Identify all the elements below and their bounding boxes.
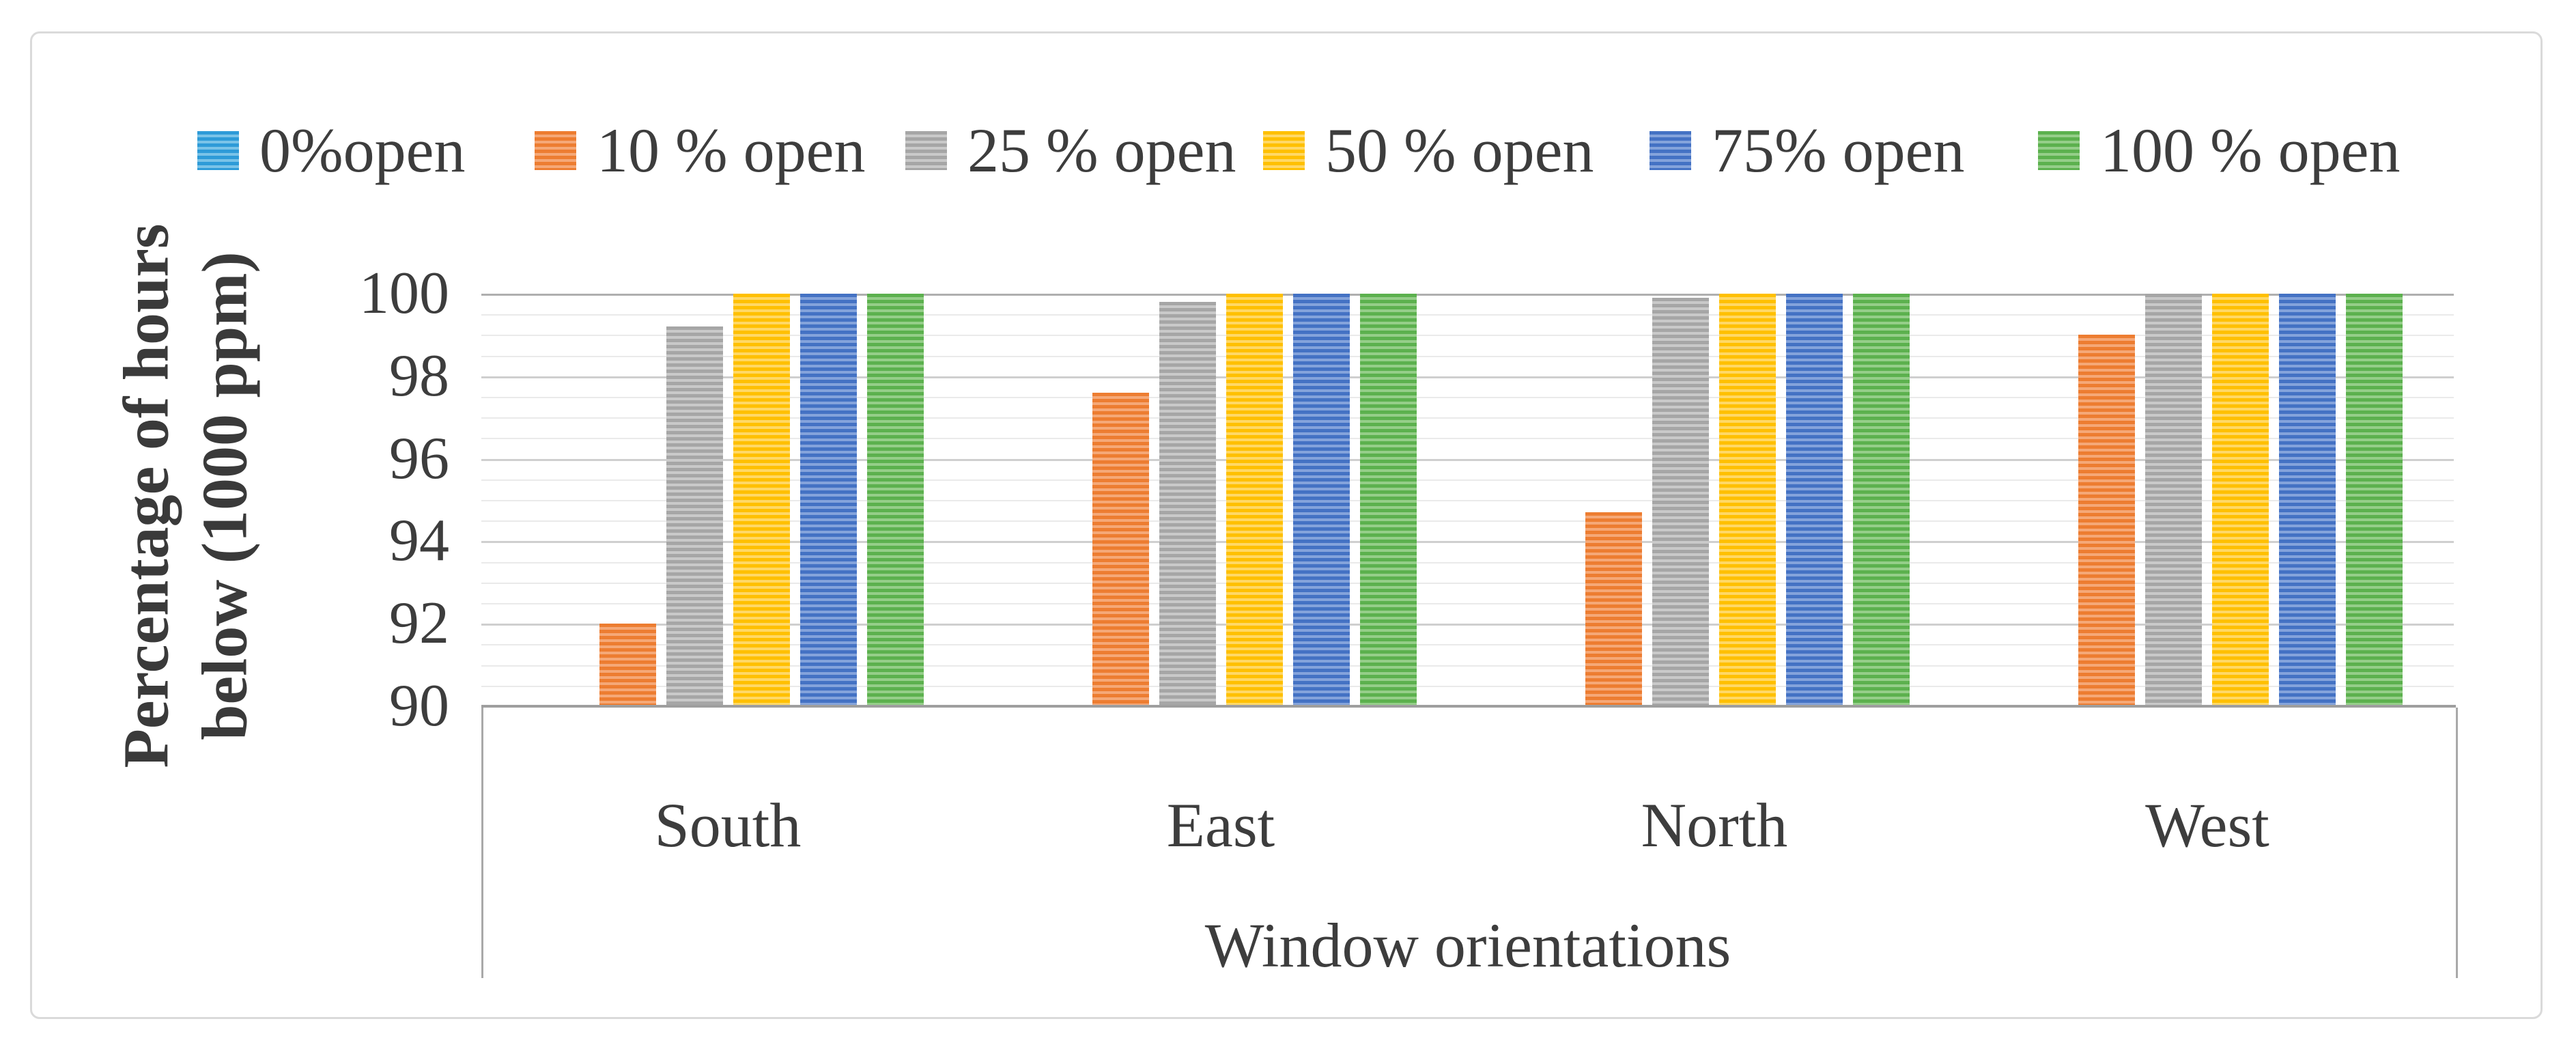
minor-gridline: [481, 665, 2454, 667]
bar-10open-north: [1585, 512, 1642, 706]
bar-100open-east: [1360, 294, 1417, 706]
minor-gridline: [481, 644, 2454, 645]
bar-100open-north: [1853, 294, 1910, 706]
minor-gridline: [481, 356, 2454, 357]
legend-label: 10 % open: [597, 115, 866, 185]
bar-25open-west: [2145, 294, 2202, 706]
plot-area: [481, 294, 2454, 706]
y-axis-tick-label: 94: [389, 507, 449, 574]
major-gridline: [481, 376, 2454, 378]
legend-item: 100 % open: [2038, 109, 2400, 191]
x-axis-title: Window orientations: [1204, 910, 1731, 980]
x-axis-line: [481, 705, 2456, 708]
legend-label: 50 % open: [1325, 115, 1594, 185]
minor-gridline: [481, 520, 2454, 522]
category-label-south: South: [654, 790, 802, 860]
bar-10open-west: [2078, 335, 2135, 706]
minor-gridline: [481, 397, 2454, 398]
y-axis-tick-label: 92: [389, 590, 449, 657]
legend-swatch-icon: [905, 130, 947, 170]
y-axis-tick-label: 100: [359, 260, 449, 326]
major-gridline: [481, 294, 2454, 296]
bar-50open-north: [1719, 294, 1776, 706]
bar-50open-south: [733, 294, 790, 706]
major-gridline: [481, 459, 2454, 461]
minor-gridline: [481, 562, 2454, 563]
bar-100open-west: [2346, 294, 2403, 706]
bar-50open-west: [2212, 294, 2269, 706]
minor-gridline: [481, 686, 2454, 687]
legend-label: 25 % open: [967, 115, 1236, 185]
minor-gridline: [481, 335, 2454, 336]
bar-75open-west: [2279, 294, 2336, 706]
minor-gridline: [481, 438, 2454, 439]
legend-label: 75% open: [1712, 115, 1965, 185]
y-axis-tick-label: 90: [389, 673, 449, 739]
category-label-box: [481, 708, 2458, 978]
bar-75open-south: [800, 294, 857, 706]
category-label-north: North: [1641, 790, 1788, 860]
y-axis-title-line2: below (1000 ppm): [189, 251, 260, 740]
major-gridline: [481, 624, 2454, 626]
legend-swatch-icon: [197, 130, 239, 170]
bar-25open-south: [666, 326, 723, 706]
category-label-east: East: [1166, 790, 1275, 860]
bar-25open-east: [1159, 302, 1216, 706]
minor-gridline: [481, 479, 2454, 481]
minor-gridline: [481, 314, 2454, 316]
y-axis-title-line1: Percentage of hours: [111, 223, 182, 768]
major-gridline: [481, 541, 2454, 543]
minor-gridline: [481, 603, 2454, 604]
minor-gridline: [481, 583, 2454, 584]
legend-swatch-icon: [2038, 130, 2080, 170]
legend-swatch-icon: [535, 130, 576, 170]
legend-swatch-icon: [1650, 130, 1691, 170]
bar-10open-east: [1092, 393, 1149, 706]
legend-label: 0%open: [259, 115, 466, 185]
y-axis-tick-label: 96: [389, 425, 449, 492]
bar-75open-north: [1786, 294, 1843, 706]
legend-item: 75% open: [1650, 109, 1964, 191]
minor-gridline: [481, 500, 2454, 501]
minor-gridline: [481, 417, 2454, 419]
bar-25open-north: [1652, 298, 1709, 706]
category-label-west: West: [2145, 790, 2269, 860]
bar-100open-south: [867, 294, 924, 706]
bar-50open-east: [1226, 294, 1283, 706]
bar-10open-south: [599, 624, 656, 706]
y-axis-tick-label: 98: [389, 342, 449, 409]
legend-item: 0%open: [197, 109, 465, 191]
legend-item: 10 % open: [535, 109, 865, 191]
legend-label: 100 % open: [2100, 115, 2401, 185]
y-axis-title: Percentage of hours below (1000 ppm): [107, 223, 264, 768]
legend-item: 25 % open: [905, 109, 1236, 191]
bar-75open-east: [1293, 294, 1350, 706]
legend: 0%open 10 % open 25 % open 50 % open 75% ope…: [0, 109, 2576, 191]
legend-item: 50 % open: [1263, 109, 1594, 191]
legend-swatch-icon: [1263, 130, 1305, 170]
